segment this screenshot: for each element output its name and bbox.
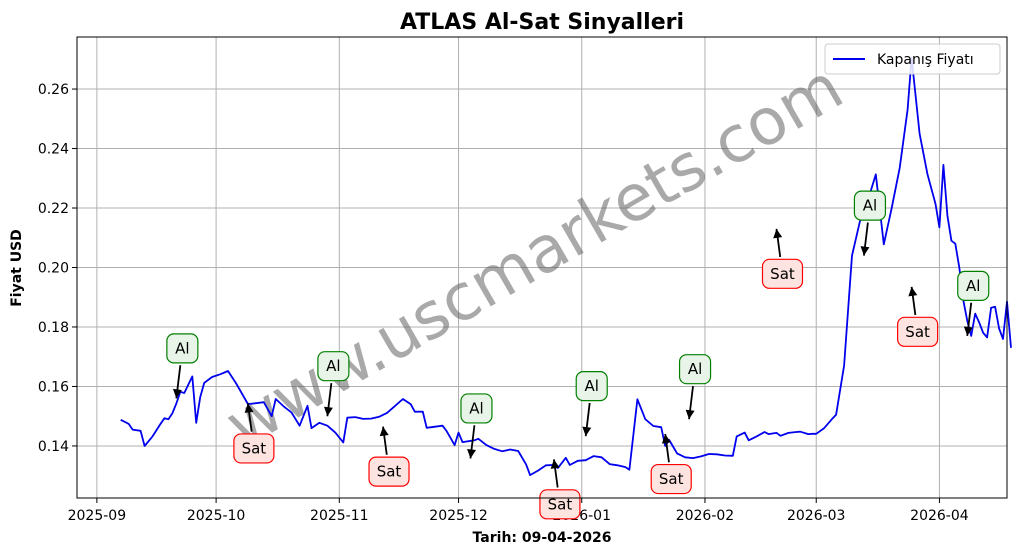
x-tick-label: 2026-04 [910,508,969,524]
signal-label: Al [966,277,980,295]
signal-box [957,270,990,302]
series-layer [120,56,1012,477]
signal-label: Al [863,197,877,215]
signal-box [539,489,581,520]
x-tick-label: 2025-11 [310,508,369,524]
watermark: www.uscmarkets.com [214,50,856,463]
sell-signal: Sat [539,459,581,520]
y-axis-label: Fiyat USD [9,229,25,307]
signal-box [575,371,608,402]
y-tick-label: 0.24 [38,142,69,158]
legend: Kapanış Fiyatı [824,43,1001,75]
signal-box [853,190,887,221]
signal-arrowhead [379,426,389,437]
signal-arrowhead [550,459,560,469]
x-tick-label: 2025-12 [429,508,488,524]
signal-arrowhead [172,388,182,399]
signal-label: Al [688,360,702,378]
sell-signal: Sat [233,403,275,464]
buy-signal: Al [460,393,493,459]
signal-arrowhead [582,426,592,437]
signal-box [317,351,350,382]
signal-arrowhead [244,403,254,413]
signal-label: Sat [548,495,573,513]
signal-label: Al [469,399,483,417]
grid [77,37,1007,498]
x-tick-label: 2025-10 [187,508,246,524]
signal-label: Al [326,357,340,375]
signal-box [897,316,939,347]
legend-box [824,43,1001,75]
signal-box [460,393,493,424]
buy-signal: Al [957,270,990,337]
x-tick-label: 2025-09 [68,508,127,524]
signal-box [233,433,275,464]
y-tick-label: 0.20 [38,261,69,277]
signal-box [650,463,692,495]
sell-signal: Sat [897,286,939,347]
buy-signal: Al [166,333,199,399]
legend-label: Kapanış Fiyatı [877,52,974,68]
signal-box [368,456,410,487]
signal-arrowhead [773,228,783,239]
plot-frame [76,36,1008,499]
buy-signal: Al [317,351,350,417]
chart-title: ATLAS Al-Sat Sinyalleri [400,10,684,35]
sell-signal: Sat [368,426,410,487]
signal-label: Sat [377,463,402,481]
y-tick-label: 0.26 [38,82,69,98]
signal-label: Al [175,339,189,357]
y-tick-label: 0.22 [38,201,69,217]
annotations-layer: Al Sat Al Sat Al Sat Al Sat Al Sat Al Sat Al [166,190,990,520]
signal-arrowhead [661,434,671,444]
sell-signal: Sat [761,228,804,289]
signal-label: Sat [770,265,795,283]
signal-box [761,258,804,289]
signal-arrowhead [860,246,870,256]
price-series-line [120,56,1012,477]
signal-box [678,354,712,385]
signal-box [166,333,199,364]
signal-arrowhead [908,286,918,297]
y-tick-label: 0.18 [38,320,69,336]
buy-signal: Al [575,371,608,437]
signal-arrowhead [963,326,973,336]
y-tick-label: 0.14 [38,439,69,455]
buy-signal: Al [853,190,887,256]
y-tick-label: 0.16 [38,379,69,395]
axis-ticks: 0.14 0.16 0.18 0.20 0.22 0.24 0.26 2025-09 2025-… [38,82,969,524]
sell-signal: Sat [650,433,692,495]
signal-label: Al [584,377,598,395]
signal-label: Sat [659,470,684,488]
x-tick-label: 2026-03 [787,508,846,524]
signal-label: Sat [242,439,267,457]
signal-arrowhead [467,448,477,459]
signal-arrowhead [685,409,695,420]
x-axis-label: Tarih: 09-04-2026 [473,530,612,546]
buy-signal: Al [678,354,712,420]
x-tick-label: 2026-02 [676,508,735,524]
signal-label: Sat [905,323,930,341]
signal-arrowhead [323,406,333,417]
